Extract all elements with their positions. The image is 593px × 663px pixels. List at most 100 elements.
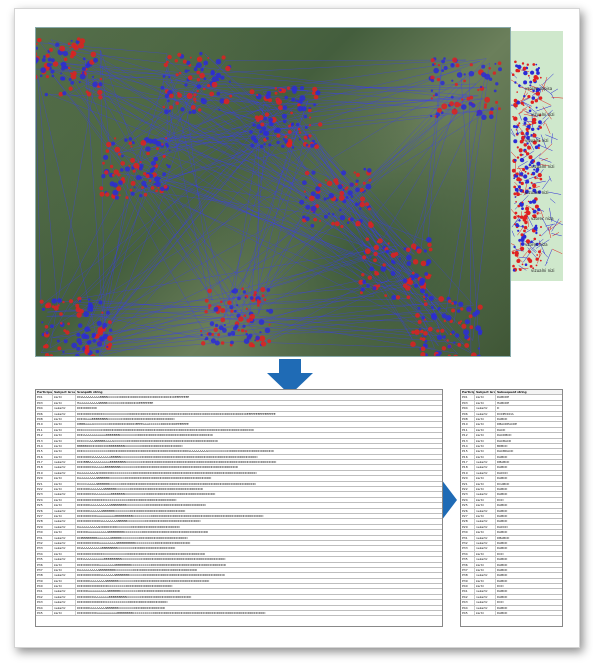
fixation-point <box>146 151 150 156</box>
cell-subject-group: nekartir <box>53 519 76 524</box>
subsequent-string-table: Participant Subject Group Subsequent str… <box>460 389 563 627</box>
scanpath-line <box>536 97 552 106</box>
fixation-point <box>529 265 533 268</box>
fixation-point <box>535 229 538 232</box>
fixation-point <box>406 295 411 300</box>
cell-participant: P08 <box>36 416 53 422</box>
fixation-point <box>497 61 502 65</box>
fixation-point <box>132 169 136 173</box>
fixation-point <box>537 208 541 212</box>
fixation-point <box>304 170 310 176</box>
fixation-point <box>196 89 199 93</box>
fixation-point <box>85 63 90 69</box>
cell-subject-group: kartir <box>475 530 496 535</box>
fixation-point <box>540 226 542 228</box>
fixation-point <box>200 67 204 72</box>
cell-participant: P24 <box>461 497 475 503</box>
fixation-point <box>241 287 244 291</box>
fixation-point <box>517 69 521 73</box>
fixation-point <box>112 182 118 188</box>
fixation-point <box>380 266 387 272</box>
cell-subject-group: kartir <box>475 400 496 406</box>
figure-sheet: vzorec zapisa vizualni nizi vizualni nizi v… <box>14 8 580 648</box>
fixation-point <box>512 264 515 268</box>
scanpath-line <box>518 86 534 91</box>
fixation-point <box>519 203 521 205</box>
fixation-point <box>149 173 154 179</box>
cell-string: DDDDDDDDDDDDDCCCCCCCCCCCDDDDDDDDDDDDDDDD… <box>77 600 168 605</box>
fixation-point <box>114 137 117 140</box>
fixation-point <box>310 205 317 212</box>
fixation-point <box>476 354 482 356</box>
cell-participant: P08 <box>461 416 475 422</box>
fixation-point <box>517 215 520 218</box>
scanpath-line <box>550 88 559 94</box>
scanpath-line <box>518 161 528 168</box>
fixation-point <box>406 254 412 261</box>
cell-subject-group: nekartir <box>53 406 76 411</box>
scanpath-line <box>537 252 542 260</box>
cell-string: DDDDDDDDD <box>77 406 97 411</box>
fixation-point <box>249 296 254 300</box>
fixation-point <box>156 147 159 151</box>
fixation-point <box>327 212 331 215</box>
fixation-point <box>157 186 160 189</box>
scanpath-line <box>550 226 552 230</box>
fixation-point <box>242 290 247 294</box>
fixation-point <box>195 65 198 68</box>
fixation-point <box>84 326 90 333</box>
table-row: P44 nekartir DABCD <box>461 605 562 612</box>
fixation-point <box>36 51 37 57</box>
fixation-point <box>424 297 427 301</box>
table-row: P33 nekartir DABCD <box>461 546 562 552</box>
fixation-point <box>460 320 463 323</box>
scanpath-line <box>522 101 532 107</box>
fixation-point <box>125 196 129 200</box>
cell-participant: P10 <box>461 422 475 427</box>
scanpath-line <box>542 178 551 190</box>
cell-participant: P29 <box>36 524 53 530</box>
fixation-point <box>477 331 483 336</box>
fixation-point <box>84 348 90 354</box>
fixation-point <box>282 105 288 110</box>
fixation-point <box>79 38 86 44</box>
fixation-point <box>46 62 51 67</box>
aerial-map-with-scanpaths <box>35 27 511 357</box>
fixation-point <box>535 68 539 72</box>
fixation-point <box>187 69 190 72</box>
cell-string: DABCD <box>497 562 508 567</box>
fixation-point <box>528 106 531 109</box>
fixation-point <box>99 186 104 191</box>
table-row: P11 kartir DDCCCCCCCCCCDDDDDDDDDDDDDDDDDDD… <box>36 427 442 434</box>
fixation-point <box>282 137 286 141</box>
fixation-point <box>422 343 426 347</box>
fixation-point <box>255 296 261 302</box>
table-row: P03 kartir HAAAAAAAAAABBBBCCCCCCCDDDDDDDDE… <box>36 400 442 407</box>
fixation-point <box>209 321 215 327</box>
fixation-point <box>84 334 90 340</box>
table-row: P43 nekartir DDDDDDDDDDDDDCCCCCCCCCCCDDDDD… <box>36 600 442 606</box>
fixation-point <box>524 214 528 218</box>
table-row: P41 nekartir DABCD <box>461 589 562 595</box>
fixation-point <box>347 190 353 196</box>
fixation-point <box>284 135 288 139</box>
fixation-point <box>81 66 86 71</box>
fixation-point <box>98 95 103 100</box>
cell-string: DACD <box>497 427 506 432</box>
fixation-point <box>481 72 487 78</box>
cell-participant: P39 <box>36 578 53 583</box>
fixation-point <box>456 309 461 313</box>
fixation-point <box>326 180 333 187</box>
fixation-point <box>154 176 160 183</box>
table-row: P45 kartir DABCD <box>461 611 562 617</box>
fixation-point <box>457 321 461 325</box>
fixation-point <box>88 329 91 332</box>
fixation-point <box>441 103 448 110</box>
fixation-point <box>420 329 424 334</box>
fixation-point <box>120 168 124 172</box>
fixation-point <box>523 229 526 233</box>
fixation-point <box>536 71 540 75</box>
fixation-point <box>490 107 494 111</box>
fixation-point <box>230 309 234 313</box>
fixation-point <box>113 169 119 175</box>
